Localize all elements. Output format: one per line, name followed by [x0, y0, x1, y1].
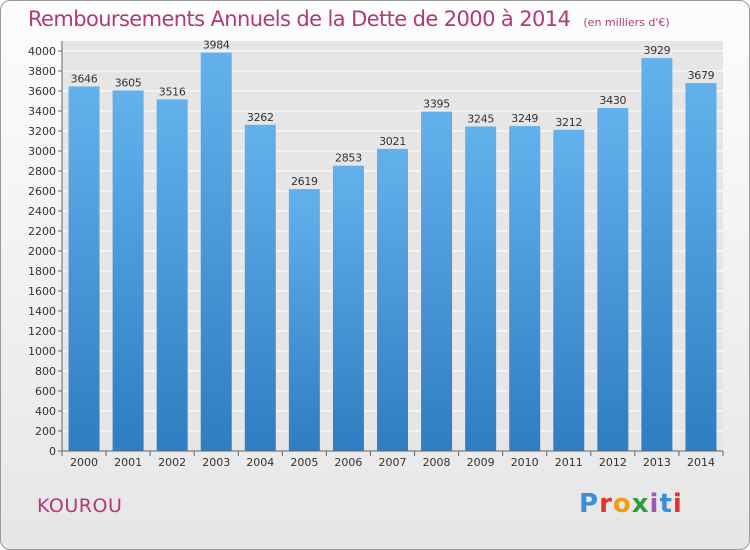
- y-tick-label: 3200: [28, 125, 56, 138]
- x-tick-label-2004: 2004: [246, 456, 274, 469]
- data-label-2014: 3679: [688, 69, 715, 82]
- y-tick-label: 3400: [28, 105, 56, 118]
- data-label-2008: 3395: [423, 98, 450, 111]
- data-label-2000: 3646: [71, 72, 98, 85]
- y-tick-label: 3800: [28, 65, 56, 78]
- x-tick-label-2007: 2007: [379, 456, 407, 469]
- logo-letter: x: [631, 489, 650, 519]
- proxiti-logo: Proxiti: [579, 489, 683, 519]
- y-tick-label: 3600: [28, 85, 56, 98]
- y-tick-label: 800: [35, 365, 56, 378]
- y-tick-label: 4000: [28, 45, 56, 58]
- data-label-2007: 3021: [379, 135, 406, 148]
- bar-2003: [200, 52, 232, 451]
- y-tick-label: 1800: [28, 265, 56, 278]
- y-tick-label: 2000: [28, 245, 56, 258]
- commune-name: KOUROU: [37, 495, 123, 517]
- y-tick-label: 3000: [28, 145, 56, 158]
- data-label-2006: 2853: [335, 152, 362, 165]
- x-tick-label-2014: 2014: [687, 456, 715, 469]
- x-tick-label-2013: 2013: [643, 456, 671, 469]
- chart-title: Remboursements Annuels de la Dette de 20…: [28, 7, 571, 31]
- y-tick-label: 600: [35, 385, 56, 398]
- data-label-2002: 3516: [159, 85, 186, 98]
- bar-2010: [509, 126, 541, 451]
- chart-subtitle: (en milliers d'€): [583, 16, 670, 29]
- y-tick-label: 1200: [28, 325, 56, 338]
- y-tick-label: 200: [35, 425, 56, 438]
- x-tick-label-2010: 2010: [511, 456, 539, 469]
- bar-2001: [112, 90, 144, 451]
- y-tick-label: 2400: [28, 205, 56, 218]
- y-tick-label: 400: [35, 405, 56, 418]
- logo-letter: i: [649, 489, 660, 519]
- data-label-2010: 3249: [511, 112, 538, 125]
- logo-letter: i: [672, 489, 683, 519]
- bar-2004: [244, 124, 276, 452]
- y-tick-label: 2800: [28, 165, 56, 178]
- x-tick-label-2002: 2002: [158, 456, 186, 469]
- x-tick-label-2005: 2005: [290, 456, 318, 469]
- data-label-2013: 3929: [644, 44, 671, 57]
- bar-2008: [421, 111, 453, 451]
- bar-2006: [332, 165, 364, 451]
- y-tick-label: 1000: [28, 345, 56, 358]
- bar-2007: [377, 148, 408, 451]
- x-tick-label-2001: 2001: [114, 456, 142, 469]
- logo-letter: o: [612, 489, 632, 519]
- bar-2014: [685, 83, 717, 451]
- bar-2013: [641, 58, 673, 451]
- bar-2011: [553, 129, 585, 452]
- bar-2009: [465, 126, 497, 451]
- bar-2002: [156, 99, 188, 452]
- data-label-2011: 3212: [555, 116, 582, 129]
- y-tick-label: 0: [49, 445, 56, 458]
- data-label-2009: 3245: [467, 113, 494, 126]
- bar-2000: [68, 86, 100, 452]
- y-tick-label: 2600: [28, 185, 56, 198]
- data-label-2003: 3984: [203, 39, 230, 52]
- x-tick-label-2012: 2012: [599, 456, 627, 469]
- data-label-2001: 3605: [115, 77, 142, 90]
- x-tick-label-2008: 2008: [423, 456, 451, 469]
- logo-letter: P: [579, 489, 600, 519]
- y-tick-label: 1400: [28, 305, 56, 318]
- bar-2012: [597, 108, 629, 451]
- x-tick-label-2006: 2006: [334, 456, 362, 469]
- x-tick-label-2003: 2003: [202, 456, 230, 469]
- bar-2005: [288, 189, 320, 451]
- y-tick-label: 1600: [28, 285, 56, 298]
- title-row: Remboursements Annuels de la Dette de 20…: [28, 7, 670, 31]
- data-label-2005: 2619: [291, 175, 318, 188]
- y-tick-label: 2200: [28, 225, 56, 238]
- data-label-2004: 3262: [247, 111, 274, 124]
- data-label-2012: 3430: [599, 94, 626, 107]
- logo-letter: r: [599, 489, 613, 519]
- x-tick-label-2000: 2000: [70, 456, 98, 469]
- x-tick-label-2011: 2011: [555, 456, 583, 469]
- x-tick-label-2009: 2009: [467, 456, 495, 469]
- logo-letter: t: [659, 489, 673, 519]
